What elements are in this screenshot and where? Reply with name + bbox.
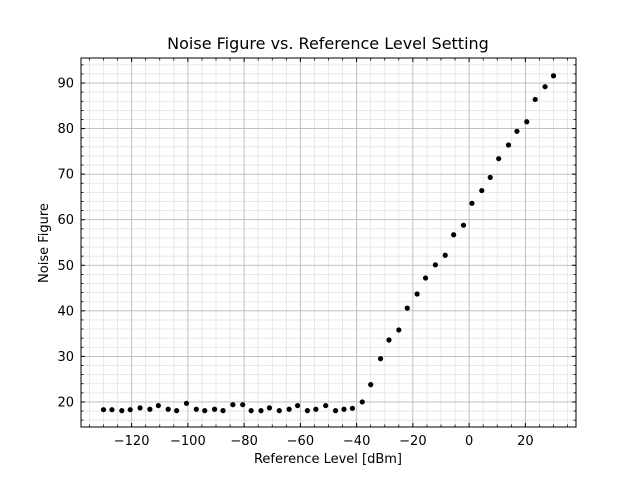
x-tick-label: −120	[114, 434, 150, 449]
data-point	[127, 407, 133, 413]
data-point	[451, 232, 457, 238]
data-point	[294, 402, 301, 409]
data-point	[432, 262, 438, 268]
data-point	[304, 408, 311, 414]
data-point	[202, 408, 208, 414]
data-point	[276, 408, 282, 414]
data-point	[155, 402, 161, 409]
data-point	[469, 200, 475, 206]
y-tick-label: 90	[57, 77, 74, 92]
data-point	[479, 187, 485, 194]
data-point	[258, 408, 264, 414]
x-tick-label: 0	[465, 434, 473, 449]
data-point	[422, 275, 429, 281]
data-point	[313, 406, 319, 412]
data-point	[505, 142, 512, 148]
data-point	[349, 405, 356, 411]
data-point	[514, 128, 520, 134]
x-tick-label: −20	[399, 434, 426, 449]
y-tick-label: 80	[57, 122, 74, 137]
y-tick-label: 20	[57, 395, 74, 410]
x-tick-label: −60	[287, 434, 314, 449]
data-point	[286, 406, 292, 412]
data-point	[332, 408, 339, 414]
data-point	[183, 400, 190, 406]
data-point	[174, 408, 180, 414]
data-point	[396, 327, 402, 333]
data-point	[404, 305, 410, 311]
data-point	[323, 402, 329, 409]
data-point	[230, 402, 236, 408]
data-points	[100, 73, 557, 414]
plot-frame	[80, 57, 577, 428]
data-point	[359, 399, 365, 405]
data-point	[341, 406, 347, 412]
data-point	[532, 96, 538, 103]
x-tick-label: 20	[517, 434, 534, 449]
data-point	[266, 405, 273, 411]
y-tick-label: 50	[57, 259, 74, 274]
y-tick-label: 70	[57, 168, 74, 183]
x-axis-label: Reference Level [dBm]	[254, 452, 402, 467]
data-point	[220, 408, 226, 414]
data-point	[414, 291, 420, 297]
data-point	[368, 382, 374, 388]
data-point	[119, 408, 125, 414]
data-point	[377, 356, 384, 362]
data-point	[211, 406, 218, 412]
y-tick-label: 30	[57, 350, 74, 365]
data-point	[496, 156, 502, 162]
data-point	[442, 252, 448, 258]
y-tick-label: 60	[57, 213, 74, 228]
data-point	[542, 84, 548, 90]
data-point	[147, 406, 153, 412]
data-point	[524, 119, 530, 125]
axis-ticks: −120 −100 −80 −60 −40 −20 0 20 20 30 40 50 60 70 80 90	[57, 58, 576, 449]
data-point	[165, 406, 171, 412]
data-point	[109, 407, 115, 413]
y-axis-label: Noise Figure	[37, 203, 52, 283]
data-point	[386, 337, 392, 343]
data-point	[460, 222, 467, 228]
x-tick-label: −100	[170, 434, 206, 449]
x-tick-label: −40	[343, 434, 370, 449]
data-point	[248, 408, 254, 414]
data-point	[240, 402, 246, 408]
y-tick-label: 40	[57, 304, 74, 319]
data-point	[137, 405, 143, 411]
data-point	[487, 174, 493, 180]
data-point	[193, 406, 199, 412]
data-point	[100, 407, 107, 413]
chart-title: Noise Figure vs. Reference Level Setting	[167, 34, 489, 53]
data-point	[550, 73, 557, 79]
grid	[81, 58, 576, 427]
x-tick-label: −80	[230, 434, 257, 449]
